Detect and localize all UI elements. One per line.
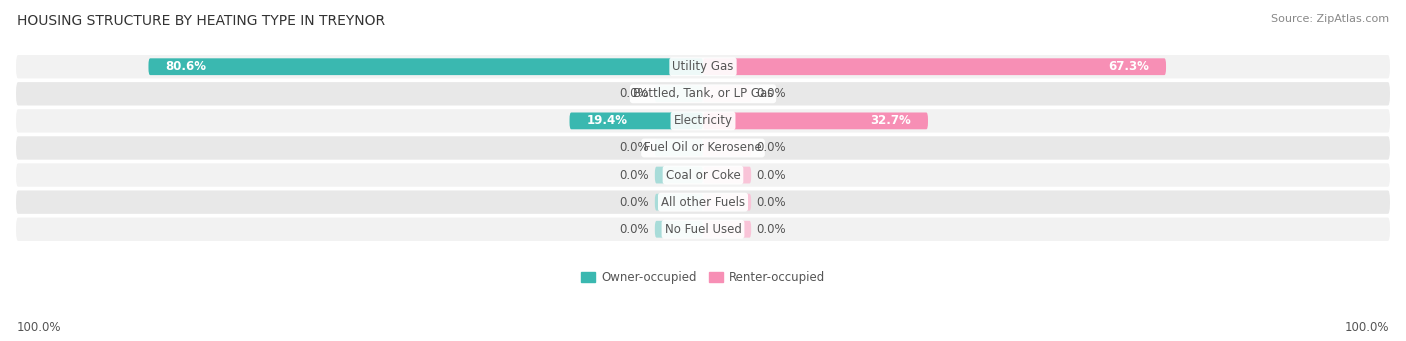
FancyBboxPatch shape — [655, 85, 703, 102]
Text: 0.0%: 0.0% — [756, 223, 786, 236]
Text: All other Fuels: All other Fuels — [661, 196, 745, 209]
FancyBboxPatch shape — [703, 58, 1166, 75]
Text: HOUSING STRUCTURE BY HEATING TYPE IN TREYNOR: HOUSING STRUCTURE BY HEATING TYPE IN TRE… — [17, 14, 385, 28]
FancyBboxPatch shape — [703, 139, 751, 157]
FancyBboxPatch shape — [655, 194, 703, 210]
Text: 19.4%: 19.4% — [586, 114, 627, 128]
FancyBboxPatch shape — [703, 194, 751, 210]
Text: Bottled, Tank, or LP Gas: Bottled, Tank, or LP Gas — [633, 87, 773, 100]
Text: 0.0%: 0.0% — [620, 87, 650, 100]
Text: 0.0%: 0.0% — [756, 196, 786, 209]
Text: No Fuel Used: No Fuel Used — [665, 223, 741, 236]
Text: 80.6%: 80.6% — [166, 60, 207, 73]
Text: 0.0%: 0.0% — [756, 87, 786, 100]
Text: 0.0%: 0.0% — [620, 168, 650, 181]
Text: 67.3%: 67.3% — [1108, 60, 1149, 73]
FancyBboxPatch shape — [15, 108, 1391, 134]
Text: Utility Gas: Utility Gas — [672, 60, 734, 73]
FancyBboxPatch shape — [703, 167, 751, 183]
Text: 0.0%: 0.0% — [620, 196, 650, 209]
FancyBboxPatch shape — [149, 58, 703, 75]
Text: 0.0%: 0.0% — [756, 168, 786, 181]
FancyBboxPatch shape — [15, 162, 1391, 188]
FancyBboxPatch shape — [15, 135, 1391, 161]
FancyBboxPatch shape — [703, 85, 751, 102]
FancyBboxPatch shape — [703, 221, 751, 238]
FancyBboxPatch shape — [655, 139, 703, 157]
FancyBboxPatch shape — [15, 217, 1391, 242]
Text: Fuel Oil or Kerosene: Fuel Oil or Kerosene — [644, 142, 762, 154]
FancyBboxPatch shape — [15, 54, 1391, 79]
Legend: Owner-occupied, Renter-occupied: Owner-occupied, Renter-occupied — [581, 271, 825, 284]
Text: Coal or Coke: Coal or Coke — [665, 168, 741, 181]
Text: 32.7%: 32.7% — [870, 114, 911, 128]
Text: 0.0%: 0.0% — [620, 223, 650, 236]
FancyBboxPatch shape — [703, 113, 928, 129]
FancyBboxPatch shape — [655, 221, 703, 238]
FancyBboxPatch shape — [15, 81, 1391, 106]
Text: Source: ZipAtlas.com: Source: ZipAtlas.com — [1271, 14, 1389, 24]
Text: 100.0%: 100.0% — [17, 321, 62, 333]
Text: 100.0%: 100.0% — [1344, 321, 1389, 333]
Text: 0.0%: 0.0% — [620, 142, 650, 154]
FancyBboxPatch shape — [655, 167, 703, 183]
Text: 0.0%: 0.0% — [756, 142, 786, 154]
Text: Electricity: Electricity — [673, 114, 733, 128]
FancyBboxPatch shape — [15, 190, 1391, 215]
FancyBboxPatch shape — [569, 113, 703, 129]
